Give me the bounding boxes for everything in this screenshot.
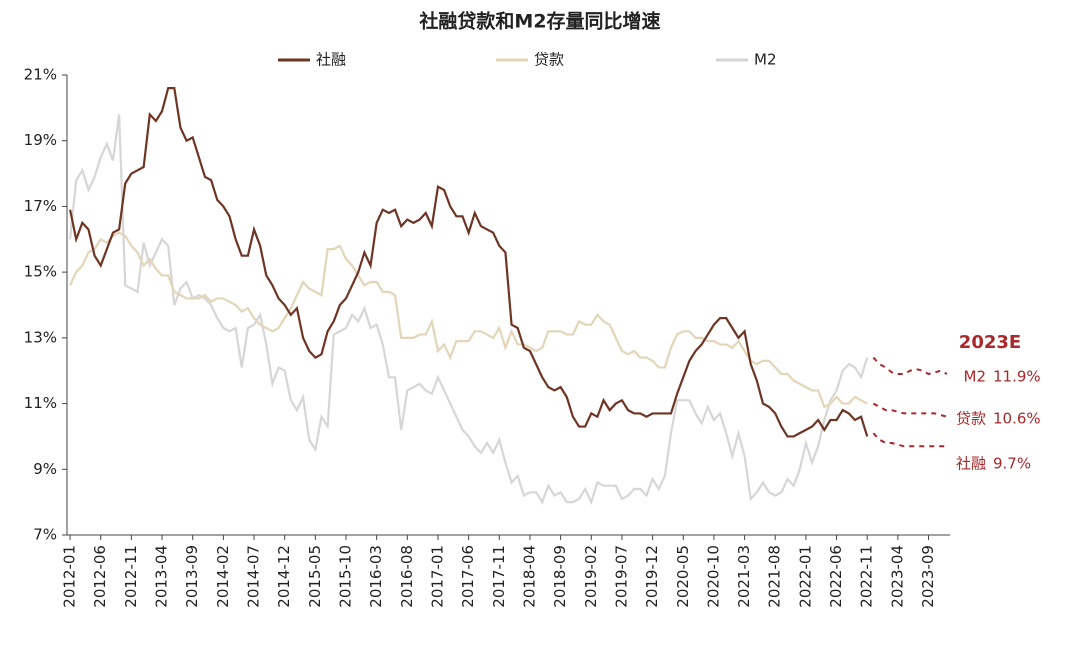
x-tick-label: 2018-04 — [520, 545, 538, 608]
x-tick-label: 2022-06 — [827, 545, 845, 608]
chart-title: 社融贷款和M2存量同比增速 — [418, 10, 660, 33]
x-tick-label: 2019-12 — [643, 545, 661, 608]
series-line — [69, 231, 868, 409]
forecast-line — [872, 356, 948, 376]
end-name: 贷款 — [956, 410, 986, 428]
y-tick-label: 11% — [24, 394, 57, 412]
x-tick-label: 2017-01 — [428, 545, 446, 608]
y-tick-label: 9% — [33, 460, 57, 478]
x-tick-label: 2017-06 — [459, 545, 477, 608]
x-tick-label: 2016-03 — [367, 545, 385, 608]
x-tick-label: 2013-04 — [153, 545, 171, 608]
end-name: 社融 — [956, 455, 986, 473]
x-tick-label: 2020-10 — [704, 545, 722, 608]
x-tick-label: 2014-02 — [214, 545, 232, 608]
x-tick-label: 2013-09 — [183, 545, 201, 608]
y-tick-label: 15% — [24, 263, 57, 281]
x-tick-label: 2012-11 — [122, 545, 140, 608]
x-tick-label: 2016-08 — [398, 545, 416, 608]
x-tick-label: 2015-05 — [306, 545, 324, 608]
x-tick-label: 2021-08 — [766, 545, 784, 608]
y-tick-label: 17% — [24, 197, 57, 215]
end-name: M2 — [964, 368, 987, 386]
x-tick-label: 2021-03 — [735, 545, 753, 608]
x-tick-label: 2012-01 — [61, 545, 79, 608]
x-tick-label: 2022-11 — [858, 545, 876, 608]
forecast-line — [872, 402, 948, 418]
y-tick-label: 21% — [24, 66, 57, 84]
x-tick-label: 2019-07 — [612, 545, 630, 608]
x-tick-label: 2023-09 — [919, 545, 937, 608]
legend-label: 社融 — [316, 51, 346, 69]
end-value: 9.7% — [993, 455, 1031, 473]
legend-label: M2 — [754, 51, 777, 69]
end-value: 10.6% — [993, 410, 1041, 428]
x-tick-label: 2022-01 — [796, 545, 814, 608]
y-tick-label: 13% — [24, 328, 57, 346]
x-tick-label: 2015-10 — [337, 545, 355, 608]
y-tick-label: 7% — [33, 526, 57, 544]
x-tick-label: 2017-11 — [490, 545, 508, 608]
series-line — [68, 87, 869, 438]
x-tick-label: 2019-02 — [582, 545, 600, 608]
y-tick-label: 19% — [24, 131, 57, 149]
x-tick-label: 2018-09 — [551, 545, 569, 608]
x-tick-label: 2014-07 — [245, 545, 263, 608]
x-tick-label: 2012-06 — [91, 545, 109, 608]
legend-label: 贷款 — [534, 51, 564, 69]
end-value: 11.9% — [993, 368, 1041, 386]
forecast-label: 2023E — [959, 332, 1021, 353]
x-tick-label: 2023-04 — [888, 545, 906, 608]
x-tick-label: 2020-05 — [674, 545, 692, 608]
series-line — [68, 114, 869, 506]
forecast-line — [872, 432, 947, 448]
x-tick-label: 2014-12 — [275, 545, 293, 608]
